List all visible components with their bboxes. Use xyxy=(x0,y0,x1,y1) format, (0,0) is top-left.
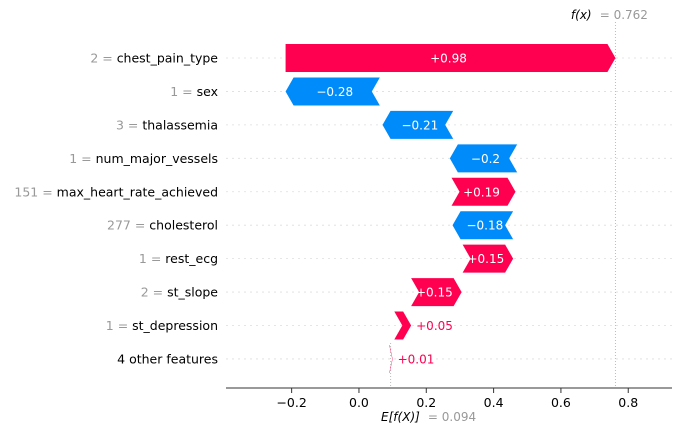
base-value-number: = 0.094 xyxy=(428,410,476,424)
bar-value-label: −0.21 xyxy=(401,118,438,132)
bar-rest_ecg xyxy=(462,244,514,273)
base-value-name: E[f(X)] xyxy=(381,410,420,424)
feature-label: 1 = sex xyxy=(170,84,218,99)
feature-labels-group: 2 = chest_pain_type 1 = sex 3 = thalassemi… xyxy=(14,51,218,367)
feature-value: 1 = xyxy=(69,151,95,166)
feature-label: 151 = max_heart_rate_achieved xyxy=(14,184,218,199)
bar-value-label: +0.98 xyxy=(430,52,467,66)
feature-value: 277 = xyxy=(107,218,149,233)
x-ticks-group: −0.2 0.0 0.2 0.4 0.6 0.8 xyxy=(276,388,638,410)
feature-label: 1 = st_depression xyxy=(106,318,218,333)
bar-thalassemia xyxy=(382,110,454,139)
bar-cholesterol xyxy=(452,211,514,240)
x-tick-label: 0.0 xyxy=(349,395,369,410)
final-value-number: = 0.762 xyxy=(600,8,648,22)
bar-value-label: +0.19 xyxy=(463,185,500,199)
feature-name: chest_pain_type xyxy=(117,51,219,66)
feature-value: 151 = xyxy=(14,184,56,199)
feature-name: st_depression xyxy=(132,318,218,333)
feature-label: 2 = chest_pain_type xyxy=(90,51,218,66)
bar-st_slope xyxy=(411,278,462,307)
bar-value-label: −0.18 xyxy=(466,219,503,233)
bar-value-label: +0.05 xyxy=(416,319,453,333)
feature-value: 2 = xyxy=(90,51,116,66)
x-tick-label: 0.8 xyxy=(618,395,638,410)
x-tick-label: 0.6 xyxy=(551,395,571,410)
feature-value: 1 = xyxy=(106,318,132,333)
feature-value: 3 = xyxy=(116,117,142,132)
bar-max_heart_rate_achieved xyxy=(451,177,516,206)
bar-value-label: +0.01 xyxy=(398,352,435,366)
bar-value-label: +0.15 xyxy=(467,252,504,266)
feature-label: 277 = cholesterol xyxy=(107,218,218,233)
final-value-label: f(x) = 0.762 xyxy=(571,4,648,23)
x-tick-label: −0.2 xyxy=(276,395,306,410)
feature-name: num_major_vessels xyxy=(96,151,218,166)
feature-name: thalassemia xyxy=(142,117,218,132)
bar-sex xyxy=(285,77,380,106)
feature-label: 2 = st_slope xyxy=(141,285,219,300)
feature-name: rest_ecg xyxy=(165,251,218,266)
feature-name: cholesterol xyxy=(149,218,218,233)
feature-name: max_heart_rate_achieved xyxy=(57,184,218,199)
feature-label: 1 = rest_ecg xyxy=(139,251,218,266)
base-value-label: E[f(X)] = 0.094 xyxy=(381,406,476,425)
bar-num_major_vessels xyxy=(449,144,518,173)
feature-name: sex xyxy=(197,84,218,99)
bar-value-label: −0.28 xyxy=(316,85,353,99)
feature-value: 2 = xyxy=(141,285,167,300)
x-tick-label: 0.2 xyxy=(416,395,436,410)
x-tick-label: 0.4 xyxy=(484,395,504,410)
final-value-name: f(x) xyxy=(571,8,592,22)
bars-group: +0.98 −0.28 −0.21 −0.2 +0.19 −0.18 +0.15 +0.15 +… xyxy=(285,44,616,373)
bar-chest_pain_type xyxy=(285,44,616,72)
bar-value-label: −0.2 xyxy=(471,152,500,166)
feature-value: 1 = xyxy=(139,251,165,266)
feature-name: st_slope xyxy=(167,285,218,300)
feature-value: 1 = xyxy=(170,84,196,99)
feature-label: 3 = thalassemia xyxy=(116,117,218,132)
feature-name: 4 other features xyxy=(117,351,218,366)
feature-label: 1 = num_major_vessels xyxy=(69,151,218,166)
bar-st_depression xyxy=(394,311,412,340)
feature-label: 4 other features xyxy=(117,351,218,366)
bar-value-label: +0.15 xyxy=(416,286,453,300)
